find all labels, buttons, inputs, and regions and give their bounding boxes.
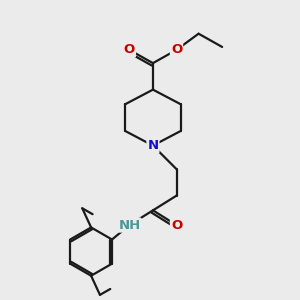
Text: N: N xyxy=(147,139,158,152)
Text: O: O xyxy=(124,44,135,56)
Text: NH: NH xyxy=(118,219,140,232)
Text: O: O xyxy=(171,44,182,56)
Text: O: O xyxy=(171,219,182,232)
